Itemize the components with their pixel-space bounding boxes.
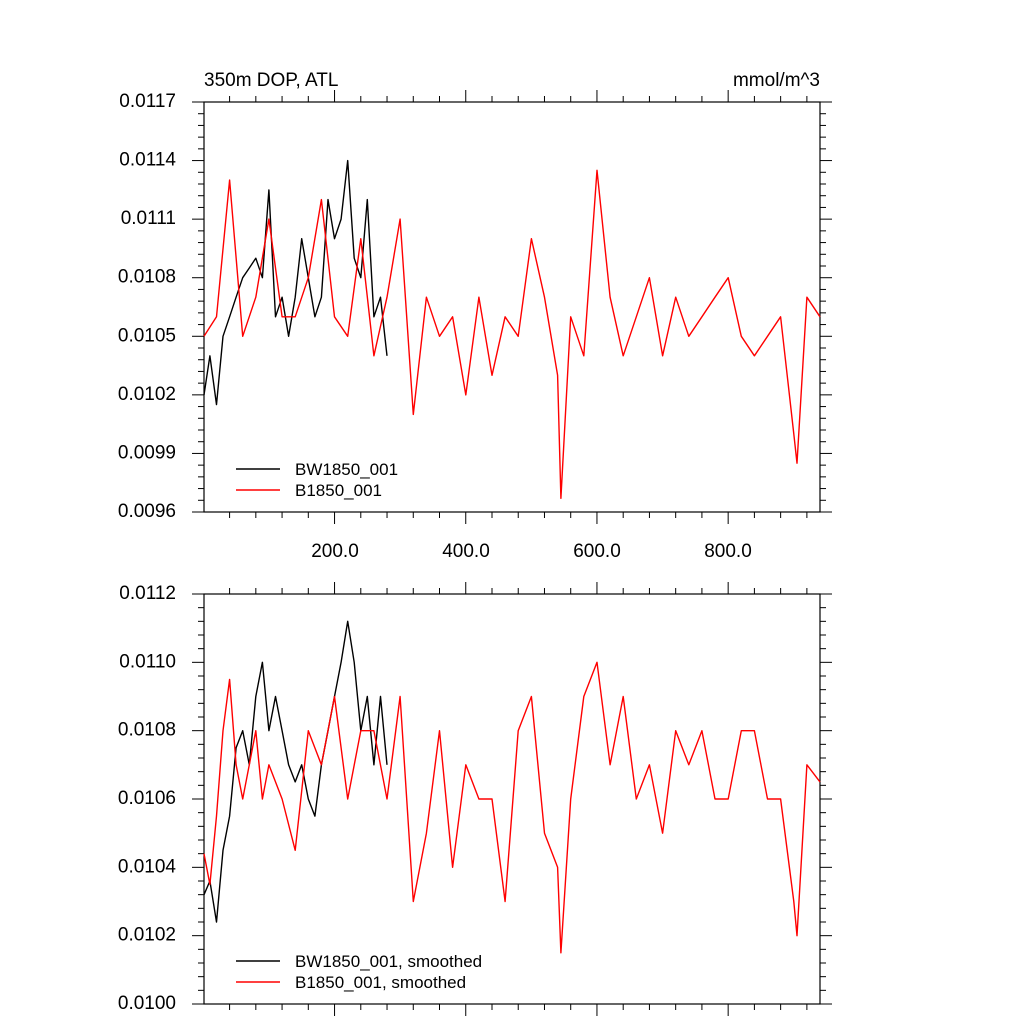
top-ytick-label-0: 0.0096: [118, 501, 176, 522]
bottom-ytick-label-1: 0.0102: [118, 925, 176, 946]
top-series-line-0: [203, 159, 388, 406]
bottom-y-axis: [192, 593, 832, 1005]
top-ytick-label-3: 0.0105: [118, 325, 176, 346]
top-legend-label-1: B1850_001: [295, 481, 382, 500]
top-y-axis: [192, 101, 832, 513]
top-x-tick-labels: 200.0 400.0 600.0 800.0: [311, 541, 752, 562]
bottom-x-axis: [229, 582, 808, 1016]
top-series-line-1: [203, 169, 821, 499]
top-ytick-label-5: 0.0111: [121, 208, 176, 229]
bottom-legend-label-1: B1850_001, smoothed: [295, 973, 466, 992]
top-xtick-label-2: 600.0: [573, 541, 621, 562]
top-xtick-label-3: 800.0: [704, 541, 752, 562]
bottom-panel: 0.0100 0.0102 0.0104 0.0106 0.0108 0.011…: [118, 582, 832, 1016]
top-x-axis: [229, 90, 808, 524]
top-legend-label-0: BW1850_001: [295, 460, 398, 479]
bottom-ytick-label-0: 0.0100: [118, 993, 176, 1014]
top-plot-frame: [203, 101, 821, 513]
top-ytick-label-4: 0.0108: [118, 267, 176, 288]
top-ytick-label-7: 0.0117: [119, 91, 176, 112]
top-panel-units: mmol/m^3: [733, 70, 820, 91]
bottom-legend-label-0: BW1850_001, smoothed: [295, 952, 482, 971]
top-panel-title: 350m DOP, ATL: [204, 70, 338, 91]
bottom-series-group: [203, 620, 821, 954]
bottom-ytick-label-6: 0.0112: [119, 583, 176, 604]
top-ytick-label-6: 0.0114: [119, 150, 176, 171]
top-xtick-label-0: 200.0: [311, 541, 359, 562]
top-legend: BW1850_001 B1850_001: [236, 460, 398, 500]
bottom-ytick-label-4: 0.0108: [118, 720, 176, 741]
top-ytick-label-2: 0.0102: [118, 384, 176, 405]
top-panel: 350m DOP, ATL mmol/m^3 0.0096 0.0099 0.0…: [118, 70, 832, 562]
bottom-legend: BW1850_001, smoothed B1850_001, smoothed: [236, 952, 482, 992]
bottom-ytick-label-2: 0.0104: [118, 856, 177, 877]
bottom-ytick-label-5: 0.0110: [119, 651, 176, 672]
top-y-tick-labels: 0.0096 0.0099 0.0102 0.0105 0.0108 0.011…: [118, 91, 177, 522]
bottom-y-tick-labels: 0.0100 0.0102 0.0104 0.0106 0.0108 0.011…: [118, 583, 177, 1014]
bottom-ytick-label-3: 0.0106: [118, 788, 176, 809]
top-ytick-label-1: 0.0099: [118, 442, 176, 463]
top-xtick-label-1: 400.0: [442, 541, 490, 562]
bottom-series-line-1: [203, 661, 821, 954]
bottom-series-line-0: [203, 620, 388, 923]
top-series-group: [203, 159, 821, 499]
